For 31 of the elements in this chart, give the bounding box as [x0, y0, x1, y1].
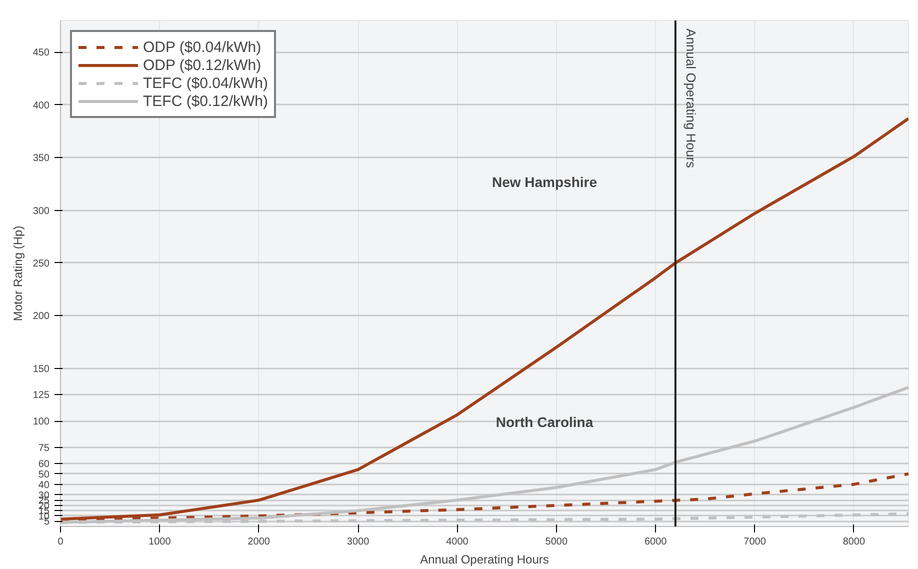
x-axis-title: Annual Operating Hours: [420, 552, 549, 566]
y-tick-label: 400: [32, 100, 50, 112]
y-tick-label: 125: [32, 390, 50, 402]
legend-label: TEFC ($0.12/kWh): [143, 92, 268, 110]
y-tick-label: 200: [32, 311, 50, 322]
x-tick-label: 0: [58, 536, 64, 548]
y-tick-label: 40: [38, 480, 50, 491]
x-tick-label: 1000: [148, 536, 172, 548]
legend-label: ODP ($0.04/kWh): [143, 38, 262, 56]
legend-label: ODP ($0.12/kWh): [143, 56, 262, 74]
y-tick-label: 100: [32, 416, 50, 428]
y-tick-label: 250: [32, 258, 50, 270]
x-tick-label: 5000: [545, 536, 568, 548]
x-tick-label: 7000: [744, 536, 766, 548]
y-tick-label: 150: [32, 364, 50, 375]
y-tick-label: 450: [32, 48, 50, 59]
y-tick-label: 60: [38, 458, 50, 470]
y-axis-title: Motor Rating (Hp): [10, 226, 25, 322]
x-tick-label: 2000: [248, 536, 270, 548]
x-tick-label: 3000: [346, 536, 370, 548]
x-tick-label: 8000: [842, 536, 866, 548]
y-tick-label: 75: [38, 442, 50, 454]
x-tick-label: 4000: [446, 536, 469, 548]
y-tick-label: 50: [38, 469, 50, 480]
annotation: New Hampshire: [492, 174, 598, 190]
ref-line-label: Annual Operating Hours: [683, 28, 698, 168]
y-tick-label: 350: [32, 153, 50, 164]
legend-label: TEFC ($0.04/kWh): [143, 74, 268, 92]
annotation: North Carolina: [496, 414, 594, 430]
x-tick-label: 6000: [644, 536, 668, 548]
y-tick-label: 300: [32, 206, 50, 217]
